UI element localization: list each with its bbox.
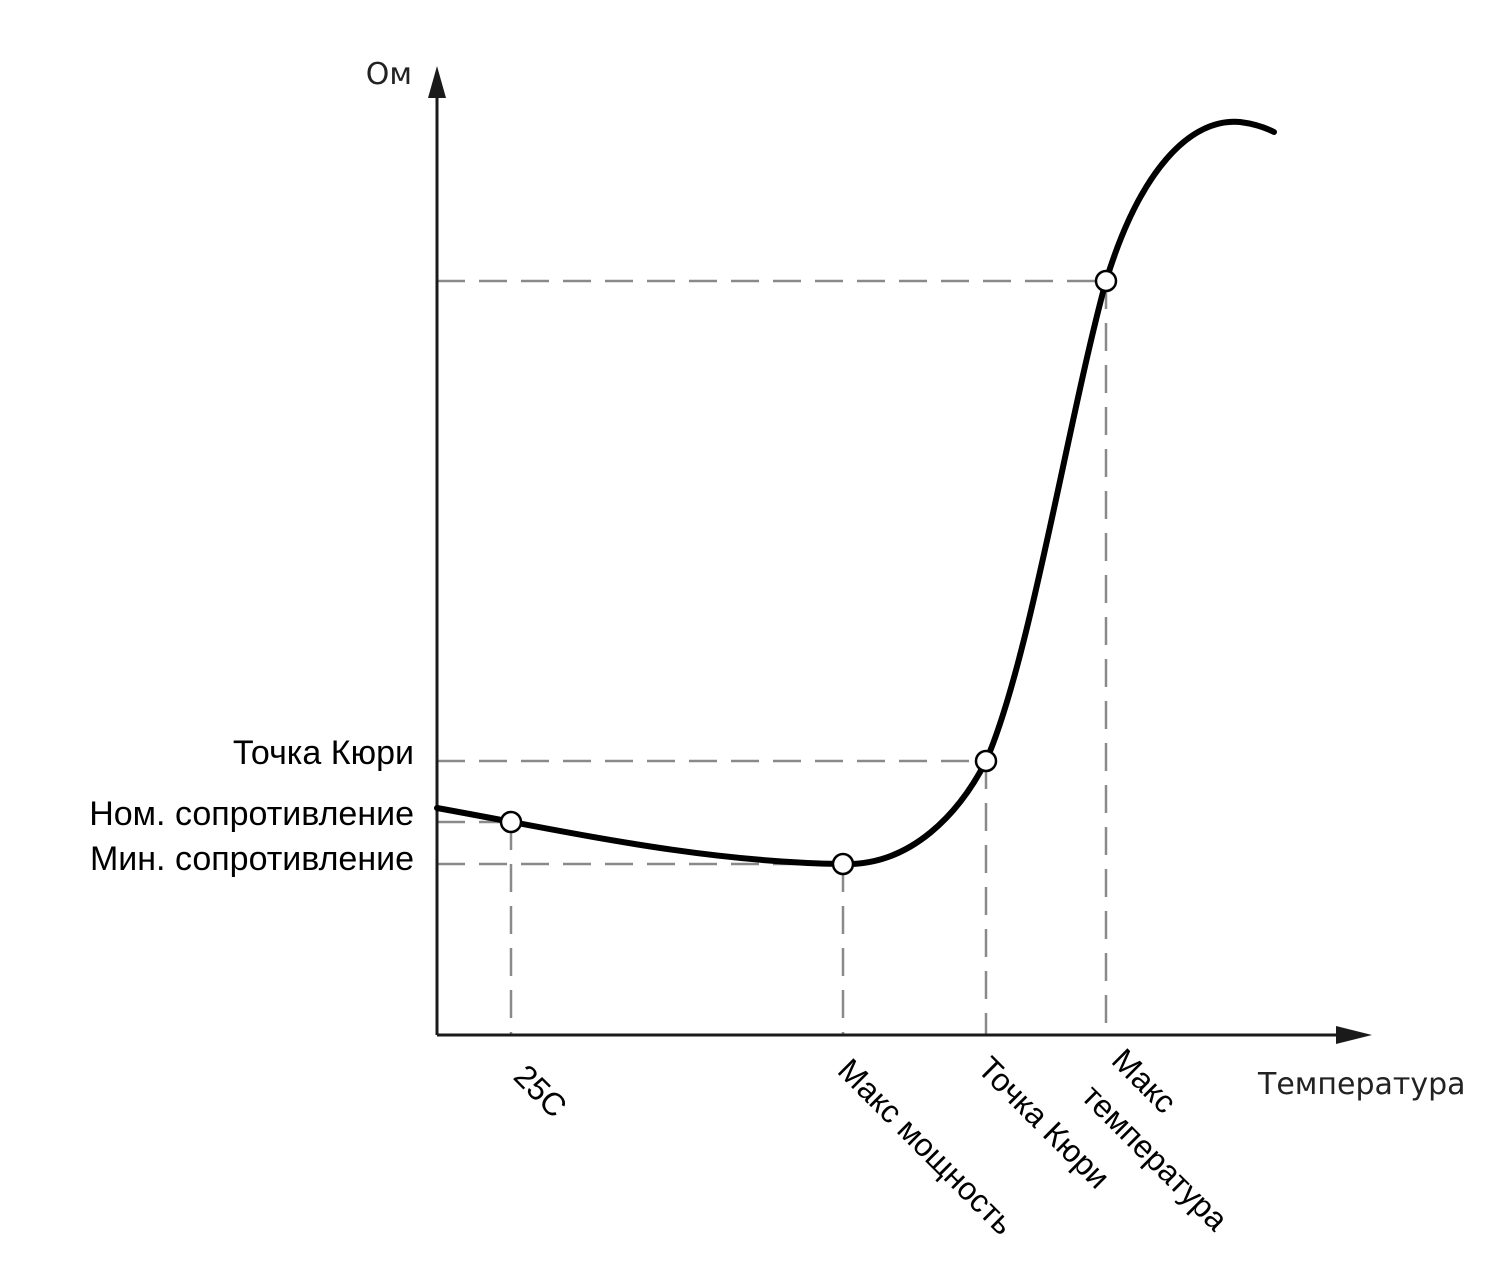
point-max-power [831,852,855,876]
y-axis-arrow [428,66,446,98]
x-label-25c: 25C [507,1057,574,1124]
y-label-nominal-resistance: Ном. сопротивление [89,795,414,833]
y-label-curie: Точка Кюри [233,734,414,772]
x-axis-arrow [1336,1026,1372,1044]
axes [435,90,1340,1037]
point-25c [499,810,523,834]
resistance-curve [434,118,1277,868]
point-curie [974,749,998,773]
guide-lines [437,279,1108,1035]
key-points [499,269,1118,876]
point-max-temp [1094,269,1118,293]
y-axis-label: Ом [366,57,412,92]
y-label-minimum-resistance: Мин. сопротивление [90,840,414,878]
x-axis-label: Температура [1257,1067,1466,1102]
